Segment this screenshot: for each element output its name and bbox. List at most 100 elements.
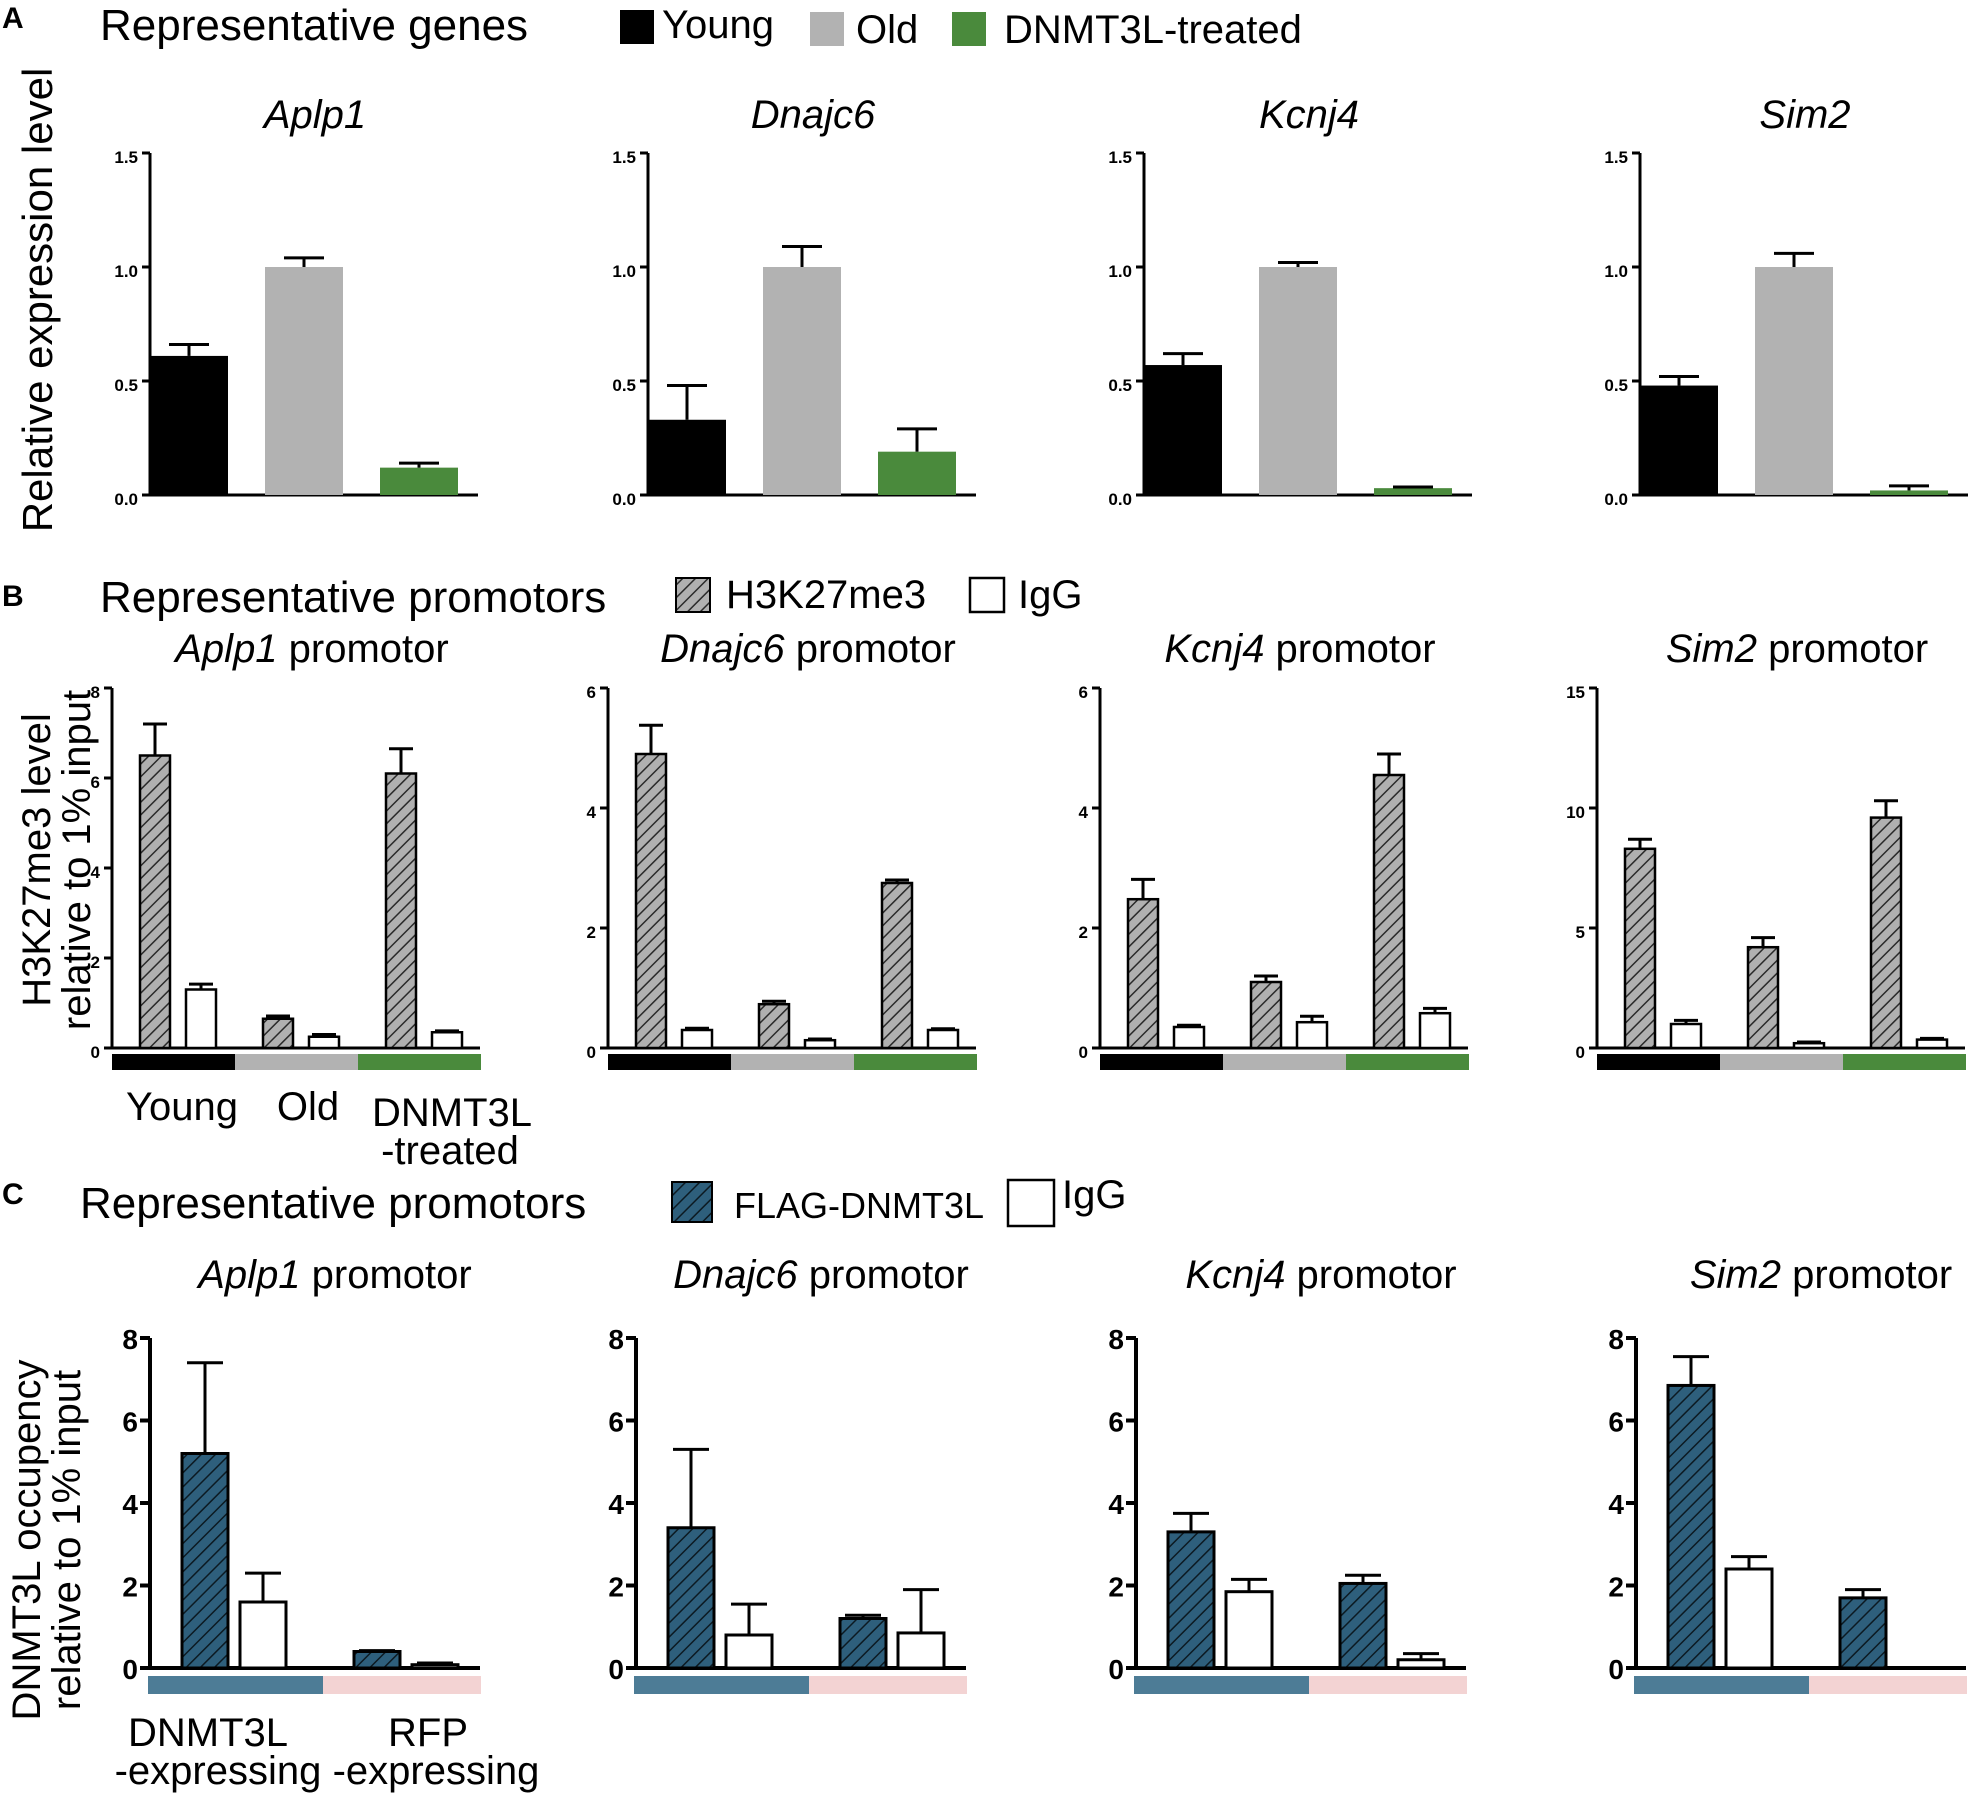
chart-c2-title-gene: Kcnj4 xyxy=(1185,1253,1285,1297)
chart-b2-ytick-label-0: 0 xyxy=(1079,1043,1088,1062)
chart-a1-bar-dnmt3l-treated xyxy=(878,451,956,495)
chart-c2-ytick-label-0: 0 xyxy=(1108,1654,1124,1685)
chart-c0-title-suffix: promotor xyxy=(301,1253,472,1297)
chart-c2-group-bar-dnmt3l-expressing xyxy=(1134,1676,1309,1694)
chart-c2-ytick-label-1: 2 xyxy=(1108,1572,1124,1603)
chart-a2-bar-dnmt3l-treated xyxy=(1374,488,1452,495)
chart-c2-bar-igg-1 xyxy=(1396,1658,1446,1670)
chart-c2-bar-igg-0 xyxy=(1224,1590,1274,1670)
chart-c0-group-bar-dnmt3l-expressing xyxy=(148,1676,323,1694)
chart-c3-ytick-label-0: 0 xyxy=(1608,1654,1624,1685)
chart-a1-ytick-label-1: 0.5 xyxy=(612,376,636,395)
chart-b3-group-bar-2 xyxy=(1843,1054,1966,1070)
legend-igg-label-c: IgG xyxy=(1062,1173,1126,1217)
chart-b2-title: Kcnj4 promotor xyxy=(1164,627,1435,671)
chart-c3-title: Sim2 promotor xyxy=(1690,1253,1952,1297)
legend-flag-dnmt3l-label: FLAG-DNMT3L xyxy=(734,1185,984,1226)
chart-b3-ytick-label-1: 5 xyxy=(1576,923,1585,942)
chart-b2-bar-h3k27me3-2 xyxy=(1372,773,1406,1050)
group-label-dnmt3l-expressing-1: DNMT3L xyxy=(128,1711,288,1755)
chart-b3-bar-igg-0 xyxy=(1669,1022,1703,1050)
panel-c-header: Representative promotors xyxy=(80,1179,586,1228)
chart-c2-bar-flag-dnmt3l-1 xyxy=(1338,1581,1388,1670)
chart-b3-ytick-label-0: 0 xyxy=(1576,1043,1585,1062)
chart-b0-bar-h3k27me3-1 xyxy=(261,1017,295,1050)
chart-a2-ytick-label-0: 0.0 xyxy=(1108,490,1132,509)
legend-h3k27me3-label: H3K27me3 xyxy=(726,573,926,617)
chart-a2-title-gene: Kcnj4 xyxy=(1259,93,1359,137)
legend-igg-swatch-b xyxy=(968,576,1006,614)
chart-a3-ytick-label-1: 0.5 xyxy=(1604,376,1628,395)
group-label-expressing-1: -expressing xyxy=(115,1749,322,1793)
chart-c2-ytick-label-2: 4 xyxy=(1108,1489,1124,1520)
chart-b3-title-gene: Sim2 xyxy=(1666,627,1757,671)
chart-b1-bar-h3k27me3-2 xyxy=(880,881,914,1050)
chart-c3-bar-flag-dnmt3l-0 xyxy=(1666,1383,1716,1670)
chart-a1-ytick-label-3: 1.5 xyxy=(612,148,636,167)
chart-a3-bar-dnmt3l-treated xyxy=(1870,490,1948,495)
chart-c0-bar-flag-dnmt3l-0 xyxy=(180,1452,230,1670)
chart-a3-title: Sim2 xyxy=(1759,93,1850,137)
chart-a1-title: Dnajc6 xyxy=(751,93,876,137)
chart-c3-group-bar-dnmt3l-expressing xyxy=(1634,1676,1809,1694)
chart-c-dnajc6: Dnajc6 promotor 0 2 4 6 8 xyxy=(608,1253,969,1694)
chart-c3-title-suffix: promotor xyxy=(1781,1253,1952,1297)
chart-a3-bar-old xyxy=(1755,267,1833,495)
chart-b1-bar-igg-2 xyxy=(926,1028,960,1050)
chart-b3-bar-h3k27me3-2 xyxy=(1869,816,1903,1050)
chart-c0-ytick-label-1: 2 xyxy=(122,1572,138,1603)
chart-a1-ytick-label-0: 0.0 xyxy=(612,490,636,509)
chart-b0-group-bar-0 xyxy=(112,1054,235,1070)
panel-c-legend: FLAG-DNMT3L IgG xyxy=(671,1173,1126,1228)
chart-c1-ytick-label-3: 6 xyxy=(608,1407,624,1438)
chart-b2-ytick-label-2: 4 xyxy=(1079,803,1089,822)
legend-h3k27me3-swatch xyxy=(675,577,711,613)
chart-c1-title: Dnajc6 promotor xyxy=(673,1253,969,1297)
group-label-young: Young xyxy=(126,1085,238,1129)
chart-c0-title: Aplp1 promotor xyxy=(196,1253,471,1297)
chart-c2-title: Kcnj4 promotor xyxy=(1185,1253,1456,1297)
legend-igg-swatch-c xyxy=(1006,1178,1056,1228)
chart-b1-ytick-label-3: 6 xyxy=(587,683,596,702)
chart-b0-group-bar-1 xyxy=(235,1054,358,1070)
chart-a3-bar-young xyxy=(1640,385,1718,495)
chart-c0-ytick-label-3: 6 xyxy=(122,1407,138,1438)
chart-b2-group-bar-2 xyxy=(1346,1054,1469,1070)
chart-b0-title-gene: Aplp1 xyxy=(173,627,277,671)
chart-c0-ytick-label-2: 4 xyxy=(122,1489,138,1520)
chart-c3-bar-flag-dnmt3l-1 xyxy=(1838,1596,1888,1670)
panel-a-letter: A xyxy=(2,2,24,35)
chart-b-dnajc6: Dnajc6 promotor 0 2 4 6 xyxy=(587,627,977,1070)
chart-a1-ytick-label-2: 1.0 xyxy=(612,262,636,281)
chart-b3-title: Sim2 promotor xyxy=(1666,627,1928,671)
chart-c-sim2: Sim2 promotor 0 2 4 6 8 xyxy=(1608,1253,1967,1694)
chart-c1-bar-igg-1 xyxy=(896,1631,946,1670)
chart-a-aplp1: Aplp1 0.0 0.5 1.0 1.5 xyxy=(114,93,478,509)
chart-c0-ytick-label-4: 8 xyxy=(122,1324,138,1355)
panel-b-ylabel-line1: H3K27me3 level xyxy=(15,713,59,1007)
chart-b2-group-bar-1 xyxy=(1223,1054,1346,1070)
chart-a0-bar-old xyxy=(265,267,343,495)
chart-a0-title: Aplp1 xyxy=(262,93,366,137)
chart-a2-ytick-label-1: 0.5 xyxy=(1108,376,1132,395)
chart-c1-bar-flag-dnmt3l-0 xyxy=(666,1526,716,1670)
legend-old-label: Old xyxy=(856,8,918,52)
chart-c2-bar-flag-dnmt3l-0 xyxy=(1166,1530,1216,1670)
legend-young-swatch xyxy=(620,10,654,44)
chart-a-sim2: Sim2 0.0 0.5 1.0 1.5 xyxy=(1604,93,1968,509)
legend-young-label: Young xyxy=(662,3,774,47)
legend-dnmt3l-treated-swatch xyxy=(952,12,986,46)
chart-c2-group-bar-rfp-expressing xyxy=(1309,1676,1467,1694)
chart-c1-group-bar-rfp-expressing xyxy=(809,1676,967,1694)
chart-c3-group-bar-rfp-expressing xyxy=(1809,1676,1967,1694)
chart-c2-ytick-label-3: 6 xyxy=(1108,1407,1124,1438)
group-label-expressing-2: -expressing xyxy=(333,1749,540,1793)
legend-old-swatch xyxy=(810,12,844,46)
chart-b3-bar-igg-1 xyxy=(1792,1041,1826,1050)
chart-b2-title-suffix: promotor xyxy=(1264,627,1435,671)
chart-b3-ytick-label-2: 10 xyxy=(1566,803,1585,822)
chart-b-aplp1: Aplp1 promotor 0 2 4 6 8 xyxy=(91,627,481,1070)
chart-c1-title-suffix: promotor xyxy=(798,1253,969,1297)
